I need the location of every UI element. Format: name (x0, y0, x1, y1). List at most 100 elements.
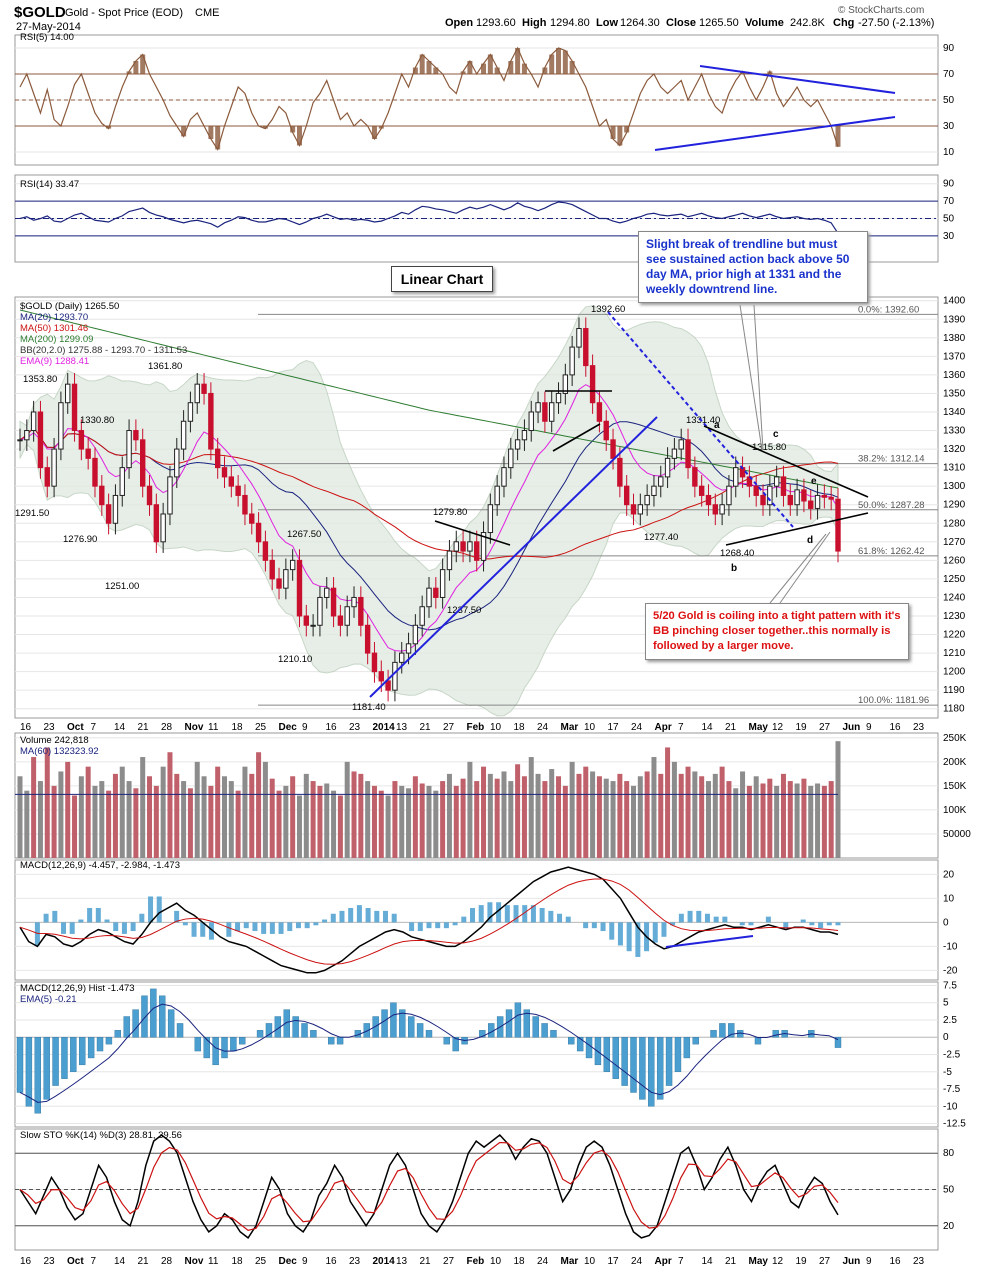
volume-bar (712, 773, 718, 858)
candle-body (733, 467, 739, 487)
candle-body (814, 494, 821, 509)
hist-bar (265, 1023, 273, 1038)
tick-label-hist: 0 (943, 1032, 949, 1043)
tick-label-hist: 5 (943, 998, 949, 1009)
candle-body (283, 569, 289, 589)
volume-bar (228, 781, 234, 858)
date-axis-label: 23 (44, 1256, 56, 1267)
candle-body (324, 587, 330, 598)
hist-bar (585, 1037, 593, 1059)
candle-body (201, 383, 207, 394)
volume-bar (569, 761, 575, 858)
price-annotation: 1330.80 (80, 415, 114, 426)
candle-body (99, 485, 105, 506)
date-axis-label: 14 (702, 1256, 714, 1267)
candle-body (303, 615, 310, 626)
volume-bar (249, 773, 255, 858)
macd-hist-bar (617, 922, 623, 946)
sto-d-line (19, 1141, 839, 1232)
candle-body (228, 476, 235, 487)
volume-value: 242.8K (790, 17, 826, 29)
volume-bar (699, 776, 705, 858)
tick-label-price: 1270 (943, 537, 966, 548)
macd-hist-bar (496, 902, 502, 923)
candle-body (187, 402, 194, 422)
volume-bar (310, 781, 316, 858)
hist-bar (132, 1009, 139, 1038)
macd-hist-bar (626, 922, 632, 952)
hist-bar (310, 1030, 317, 1038)
hist-bar (452, 1037, 459, 1052)
low-label: Low (596, 17, 618, 29)
candle-body (78, 430, 85, 450)
volume-bar (515, 764, 521, 858)
date-axis-label: 25 (255, 1256, 267, 1267)
volume-bar (460, 778, 466, 858)
tick-label-rsi5: 10 (943, 147, 955, 158)
volume-bar (242, 766, 248, 858)
macd-hist-bar (609, 922, 615, 940)
candle-body (446, 550, 453, 571)
macd-hist-bar (104, 919, 110, 923)
date-axis-label: 21 (138, 722, 150, 733)
date-axis-label: 24 (631, 1256, 643, 1267)
candle-body (821, 494, 828, 498)
macd-hist-bar (583, 922, 589, 929)
macd-hist-bar (34, 922, 40, 946)
tick-label-price: 1340 (943, 407, 966, 418)
candle-body (658, 476, 664, 487)
date-axis-label: 2014 (373, 1256, 396, 1267)
candle-body (180, 420, 187, 450)
candle-body (344, 606, 350, 626)
open-value: 1293.60 (476, 17, 516, 29)
volume-bar (794, 783, 800, 858)
hist-bar (159, 995, 166, 1038)
macd-hist-bar (374, 910, 380, 923)
date-axis-label: 16 (890, 722, 902, 733)
date-axis-label: 21 (420, 722, 432, 733)
macd-hist-bar (713, 916, 719, 923)
volume-bar (119, 766, 125, 858)
fib-label: 0.0%: 1392.60 (858, 304, 919, 315)
volume-bar (65, 761, 71, 858)
volume-bar (440, 781, 446, 858)
close-label: Close (666, 17, 696, 29)
volume-bar (508, 781, 514, 858)
price-annotation: 1181.40 (352, 702, 386, 713)
volume-bar (685, 766, 691, 858)
candle-body (153, 504, 160, 543)
candle-body (30, 411, 37, 432)
date-axis-label: 18 (232, 722, 244, 733)
macd-hist-bar (600, 922, 606, 932)
candle-body (85, 448, 91, 459)
tick-label-rsi5: 70 (943, 69, 955, 80)
tick-label-macd: 0 (943, 917, 949, 928)
date-axis-label: 24 (631, 722, 643, 733)
tick-label-rsi5: 90 (943, 43, 955, 54)
date-axis-label: 23 (349, 1256, 361, 1267)
hist-bar (43, 1037, 50, 1100)
volume-bar (753, 776, 759, 858)
hist-bar (61, 1037, 68, 1079)
macd-hist-bar (635, 922, 641, 957)
tick-label-hist: -7.5 (943, 1084, 961, 1095)
hist-bar (754, 1037, 762, 1045)
candle-body (453, 541, 459, 552)
volume-bar (92, 785, 98, 858)
date-axis-label: 10 (490, 1256, 502, 1267)
tick-label-price: 1330 (943, 426, 966, 437)
tick-label-price: 1400 (943, 296, 966, 307)
hist-bar (576, 1037, 584, 1052)
candle-body (433, 587, 439, 598)
note1-pointer (753, 304, 764, 451)
tick-label-volume: 200K (943, 757, 967, 768)
macd-legend: MACD(12,26,9) -4.457, -2.984, -1.473 (20, 860, 180, 871)
annotation-note-trendline: Slight break of trendline but must see s… (638, 231, 868, 303)
date-axis-label: 28 (161, 1256, 173, 1267)
price-legend-1: MA(20) 1293.70 (20, 312, 88, 323)
macd-hist-bar (348, 908, 354, 923)
hist-bar (728, 1023, 735, 1038)
volume-bar (678, 773, 684, 858)
candle-body (194, 383, 200, 404)
volume-bar (419, 783, 425, 858)
